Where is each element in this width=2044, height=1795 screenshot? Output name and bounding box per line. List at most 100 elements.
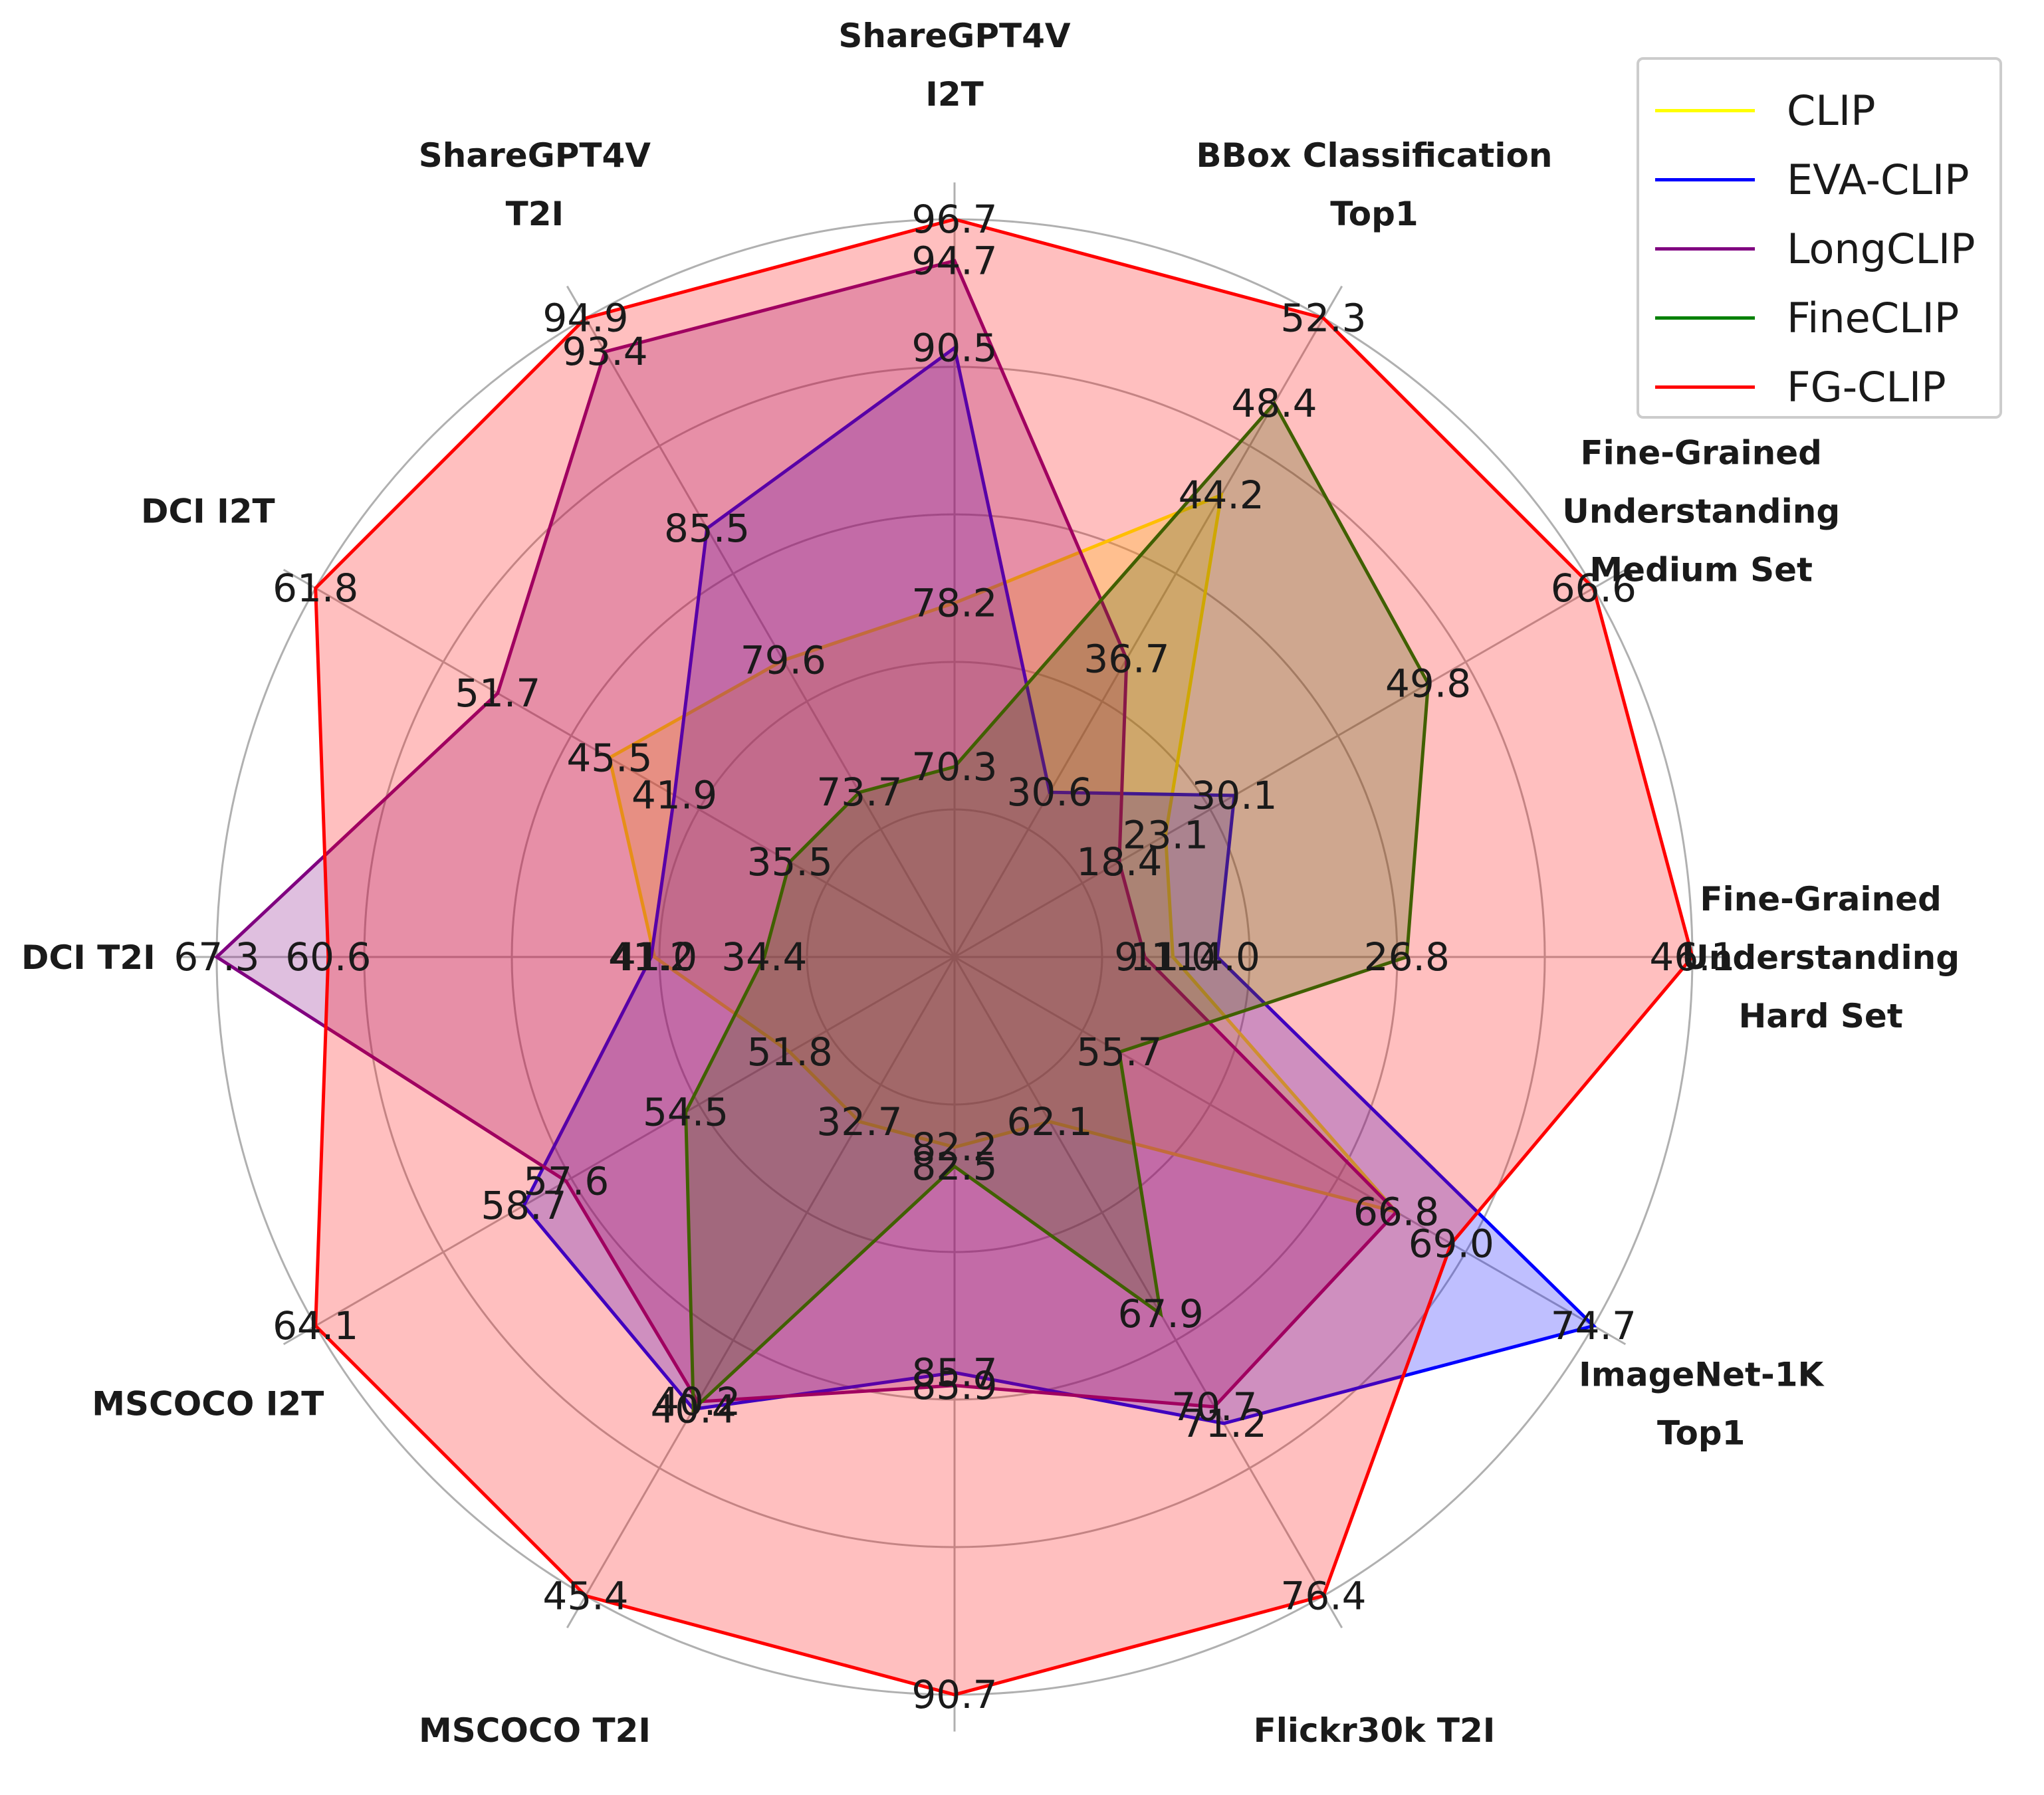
axis-title-line: DCI T2I [21, 938, 156, 977]
axis-spoke-3 [954, 568, 1627, 958]
axis-title-line: BBox Classification [1196, 136, 1553, 175]
legend-swatch [1655, 108, 1755, 112]
legend-item-clip: CLIP [1655, 76, 1999, 145]
series-fineclip [684, 400, 1430, 1414]
axis-title-line: T2I [506, 195, 564, 233]
value-label-eva-clip-6: 71.2 [1181, 1401, 1267, 1446]
axis-title-6: Flickr30k T2I [1254, 1711, 1496, 1750]
value-label-longclip-12: 93.4 [562, 329, 648, 374]
axis-title-11: DCI I2T [141, 492, 275, 530]
series-clip [608, 492, 1401, 1215]
axis-title-line: Hard Set [1738, 997, 1902, 1035]
value-label-fineclip-7: 82.5 [911, 1144, 997, 1189]
value-label-clip-7: 82.2 [911, 1124, 997, 1170]
legend-item-eva-clip: EVA-CLIP [1655, 145, 1999, 214]
axis-title-1: ShareGPT4V I2T [838, 17, 1070, 114]
value-label-clip-4: 11.0 [1130, 934, 1216, 980]
axis-title-line: Fine-Grained [1580, 434, 1821, 473]
legend-swatch [1655, 177, 1755, 181]
value-label-longclip-8: 40.2 [655, 1379, 740, 1424]
value-label-fineclip-8: 40.4 [651, 1386, 737, 1431]
value-label-longclip-10: 67.3 [173, 934, 259, 980]
value-label-fg-clip-8: 45.4 [542, 1573, 628, 1618]
value-label-longclip-3: 18.4 [1076, 839, 1162, 885]
axis-title-12: ShareGPT4V T2I [419, 136, 651, 233]
value-label-fineclip-1: 70.3 [911, 744, 997, 790]
axis-title-line: MSCOCO T2I [419, 1711, 651, 1750]
value-label-eva-clip-7: 85.7 [911, 1350, 997, 1395]
value-label-eva-clip-11: 41.9 [631, 773, 717, 818]
legend-label: FineCLIP [1787, 293, 1960, 342]
value-labels: 78.2 44.2 23.1 11.0 66.8 62.182.232.7 51.8 41.0… [173, 197, 1735, 1717]
axis-title-line: Understanding [1682, 938, 1960, 977]
axis-title-line: MSCOCO I2T [92, 1385, 324, 1424]
value-label-fineclip-12: 73.7 [816, 770, 902, 815]
value-label-clip-12: 79.6 [740, 638, 826, 683]
axis-title-line: ShareGPT4V [838, 17, 1070, 55]
value-label-clip-8: 32.7 [816, 1099, 902, 1144]
value-label-longclip-6: 70.7 [1171, 1384, 1257, 1429]
value-label-fg-clip-10: 60.6 [285, 934, 371, 980]
axis-title-10: DCI T2I [21, 938, 156, 977]
axis-title-line: Top1 [1330, 195, 1418, 233]
legend-label: EVA-CLIP [1787, 155, 1970, 204]
value-label-fg-clip-6: 76.4 [1280, 1573, 1366, 1618]
value-label-fineclip-6: 67.9 [1118, 1291, 1204, 1336]
value-label-clip-1: 78.2 [911, 580, 997, 625]
value-label-clip-5: 66.8 [1353, 1190, 1439, 1235]
value-label-longclip-9: 57.6 [523, 1158, 609, 1204]
value-label-longclip-5: 66.8 [1353, 1190, 1439, 1235]
value-label-fineclip-4: 26.8 [1364, 934, 1450, 980]
legend-item-fg-clip: FG-CLIP [1655, 352, 1999, 421]
value-label-fineclip-5: 55.7 [1076, 1029, 1162, 1075]
value-label-fg-clip-12: 94.9 [542, 296, 628, 341]
value-label-clip-9: 51.8 [747, 1029, 833, 1075]
value-label-eva-clip-3: 30.1 [1191, 773, 1277, 818]
axis-title-2: BBox Classification Top1 [1196, 136, 1553, 233]
value-label-eva-clip-1: 90.5 [911, 326, 997, 371]
value-label-eva-clip-5: 74.7 [1551, 1303, 1637, 1348]
value-label-eva-clip-2: 30.6 [1007, 770, 1093, 815]
value-label-fineclip-2: 48.4 [1231, 381, 1317, 426]
axis-title-4: Fine-Grained Understanding Hard Set [1682, 880, 1960, 1035]
axis-spoke-5 [954, 956, 1627, 1346]
value-label-eva-clip-10: 41.2 [608, 934, 694, 980]
value-label-longclip-4: 9.1 [1114, 934, 1175, 980]
series-longclip [213, 259, 1399, 1409]
legend-item-fineclip: FineCLIP [1655, 283, 1999, 352]
axis-title-3: Fine-Grained Understanding Medium Set [1562, 434, 1840, 589]
value-label-eva-clip-4: 14.0 [1175, 934, 1260, 980]
axis-spoke-12 [566, 285, 956, 958]
value-label-fg-clip-4: 46.1 [1649, 934, 1735, 980]
axis-title-line: Medium Set [1589, 551, 1813, 589]
value-label-fg-clip-1: 96.7 [911, 197, 997, 242]
series-eva-clip [521, 345, 1597, 1425]
value-label-fg-clip-7: 90.7 [911, 1672, 997, 1717]
value-label-fg-clip-11: 61.8 [273, 566, 358, 611]
axis-title-9: MSCOCO I2T [92, 1385, 324, 1424]
axis-spoke-8 [566, 956, 956, 1629]
axis-title-line: Flickr30k T2I [1254, 1711, 1496, 1750]
axis-title-8: MSCOCO T2I [419, 1711, 651, 1750]
value-label-longclip-2: 36.7 [1083, 637, 1169, 682]
value-label-clip-3: 23.1 [1123, 813, 1208, 858]
axis-title-line: DCI I2T [141, 492, 275, 530]
axis-spoke-9 [283, 956, 955, 1346]
legend-swatch [1655, 316, 1755, 320]
legend-label: CLIP [1787, 86, 1876, 135]
axis-titles: ShareGPT4V I2T BBox Classification Top1 Fine… [21, 17, 1960, 1750]
value-label-clip-10: 41.0 [612, 934, 697, 980]
value-label-eva-clip-9: 58.7 [481, 1183, 566, 1228]
axis-spoke-11 [283, 568, 955, 958]
legend-swatch [1655, 385, 1755, 389]
axis-title-line: I2T [925, 75, 984, 114]
value-label-longclip-11: 51.7 [455, 671, 540, 716]
value-label-eva-clip-8: 40.4 [651, 1386, 737, 1431]
axis-spoke-2 [953, 285, 1343, 958]
legend: CLIP EVA-CLIP LongCLIP FineCLIP FG-CLIP [1637, 57, 2002, 419]
axis-spoke-6 [953, 956, 1343, 1629]
series-fg-clip [314, 217, 1694, 1697]
value-label-clip-6: 62.1 [1007, 1099, 1093, 1144]
